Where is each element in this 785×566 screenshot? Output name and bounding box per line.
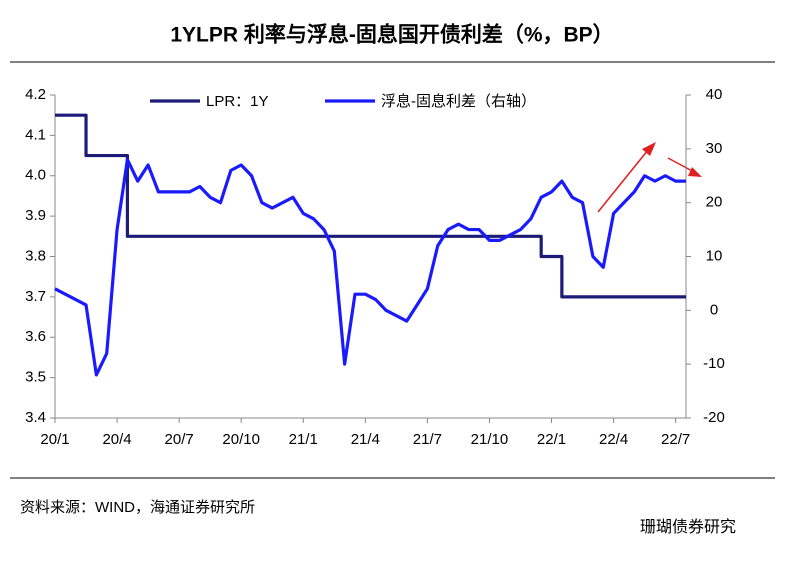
y2-tick-label: 30 <box>706 140 723 157</box>
y2-tick-label: 0 <box>710 301 718 318</box>
x-tick-label: 22/1 <box>537 431 566 448</box>
y2-tick-label: 10 <box>706 247 723 264</box>
y-tick-label: 3.8 <box>25 247 46 264</box>
y2-tick-label: -20 <box>703 409 725 426</box>
x-tick-label: 20/10 <box>222 431 260 448</box>
y-tick-label: 3.7 <box>25 288 46 305</box>
watermark: 珊瑚债券研究 <box>640 518 736 536</box>
y-tick-label: 4.0 <box>25 167 46 184</box>
x-tick-label: 21/1 <box>289 431 318 448</box>
source: 资料来源：WIND，海通证券研究所 <box>20 499 255 516</box>
y-tick-label: 3.5 <box>25 369 46 386</box>
y-tick-label: 3.6 <box>25 328 46 345</box>
x-tick-label: 20/4 <box>102 431 131 448</box>
x-tick-label: 20/1 <box>40 431 69 448</box>
trend-arrows <box>597 142 702 213</box>
legend-label: LPR：1Y <box>206 93 269 110</box>
y2-tick-label: -10 <box>703 355 725 372</box>
y2-tick-label: 40 <box>706 86 723 103</box>
x-tick-label: 21/7 <box>413 431 442 448</box>
y-tick-label: 3.9 <box>25 207 46 224</box>
x-tick-label: 22/4 <box>599 431 628 448</box>
legend-label: 浮息-固息利差（右轴） <box>381 93 536 110</box>
series-line <box>54 158 686 377</box>
y-tick-label: 4.1 <box>25 126 46 143</box>
x-tick-label: 21/4 <box>351 431 380 448</box>
chart-title: 1YLPR 利率与浮息-固息国开债利差（%，BP） <box>170 23 613 47</box>
x-tick-label: 21/10 <box>471 431 509 448</box>
series-line <box>55 113 686 299</box>
x-tick-label: 20/7 <box>165 431 194 448</box>
x-tick-label: 22/7 <box>661 431 690 448</box>
y-tick-label: 3.4 <box>25 409 46 426</box>
y-tick-label: 4.2 <box>25 86 46 103</box>
y2-tick-label: 20 <box>706 194 723 211</box>
